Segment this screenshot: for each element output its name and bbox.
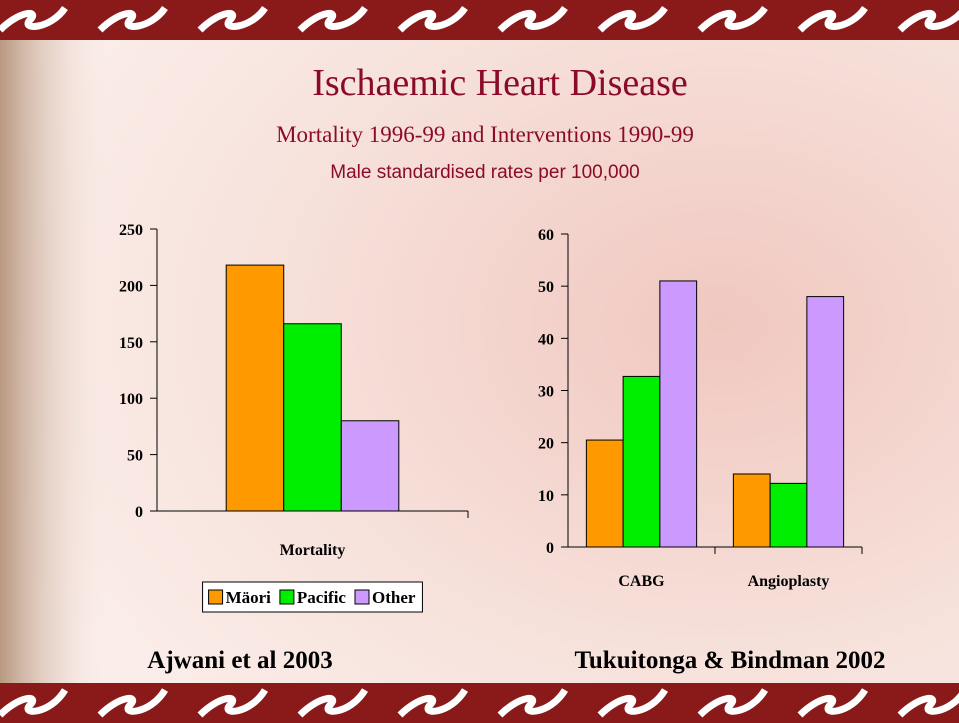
legend-label: Pacific: [297, 588, 347, 607]
y-tick-label: 10: [538, 488, 554, 505]
y-tick-label: 250: [119, 222, 143, 239]
page: Ischaemic Heart Disease Mortality 1996-9…: [0, 0, 959, 723]
legend-swatch: [280, 590, 294, 604]
bar: [733, 474, 770, 547]
y-tick-label: 50: [538, 279, 554, 296]
source: Tukuitonga & Bindman 2002: [575, 647, 886, 674]
source: Ajwani et al 2003: [147, 647, 332, 674]
bar: [660, 281, 697, 547]
y-tick-label: 0: [546, 540, 554, 557]
slide-note: Male standardised rates per 100,000: [330, 162, 639, 183]
y-tick-label: 100: [119, 391, 143, 408]
legend-label: Other: [372, 588, 416, 607]
bar: [341, 421, 399, 511]
legend-label: Mäori: [226, 588, 272, 607]
legend-swatch: [355, 590, 369, 604]
bar: [807, 297, 844, 547]
y-tick-label: 0: [135, 504, 143, 521]
y-tick-label: 150: [119, 335, 143, 352]
y-tick-label: 20: [538, 436, 554, 453]
x-tick-label: Mortality: [280, 542, 346, 559]
y-tick-label: 40: [538, 331, 554, 348]
x-tick-label: Angioplasty: [748, 573, 830, 590]
bar: [623, 376, 660, 547]
slide-title: Ischaemic Heart Disease: [312, 62, 688, 104]
side-pattern: [0, 40, 110, 683]
y-tick-label: 200: [119, 278, 143, 295]
bar: [770, 483, 807, 547]
y-tick-label: 30: [538, 384, 554, 401]
x-tick-label: CABG: [618, 573, 665, 590]
bar: [586, 440, 623, 547]
legend-swatch: [209, 590, 223, 604]
y-tick-label: 50: [127, 448, 143, 465]
y-tick-label: 60: [538, 227, 554, 244]
slide-subtitle: Mortality 1996-99 and Interventions 1990…: [276, 122, 694, 147]
bar: [226, 265, 284, 511]
bar: [284, 324, 342, 511]
slide: Ischaemic Heart Disease Mortality 1996-9…: [0, 0, 959, 723]
